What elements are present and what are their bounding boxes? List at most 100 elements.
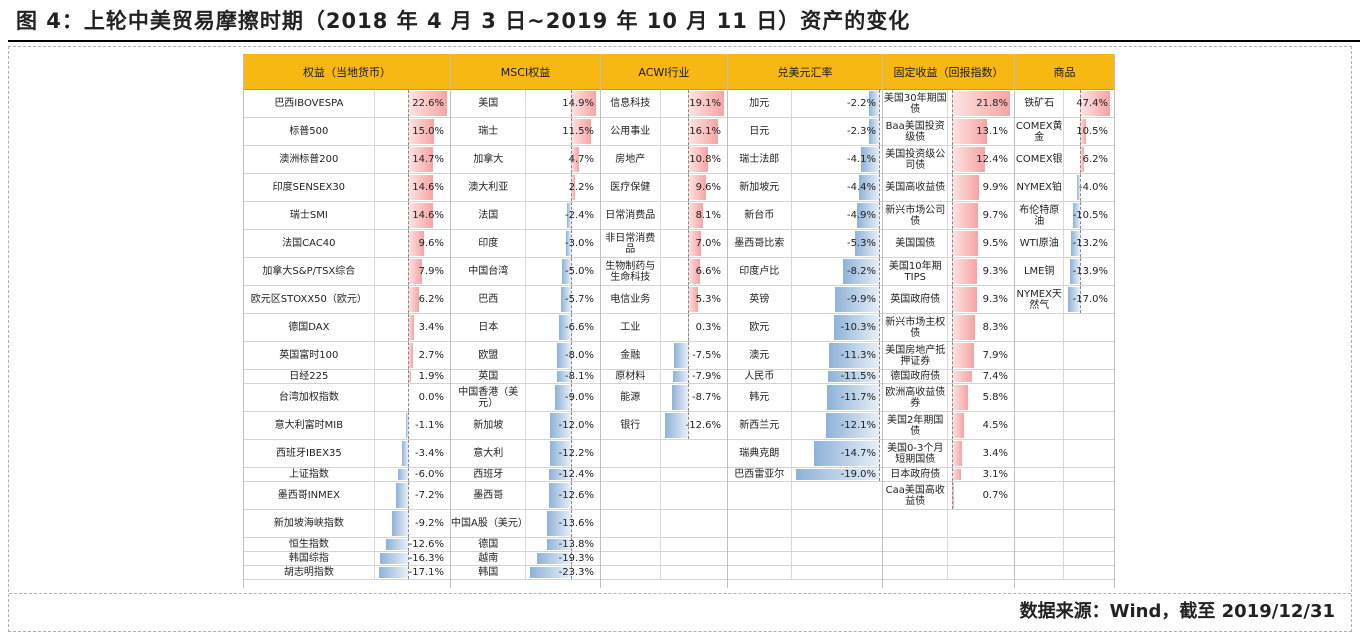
asset-value: -17.0% [1072,294,1108,305]
asset-value: 2.2% [568,182,594,193]
asset-value-cell: 19.1% [661,90,727,117]
asset-value-cell: 22.6% [375,90,450,117]
negative-bar [402,441,408,466]
asset-value: 6.2% [1082,154,1108,165]
asset-name: 医疗保健 [601,174,661,201]
negative-bar [795,469,879,480]
negative-bar [562,259,571,284]
zero-axis [952,412,954,439]
table-row: 新西兰元 -12.1% [728,412,882,440]
table-row: 巴西雷亚尔 -19.0% [728,468,882,482]
zero-axis [1079,90,1081,117]
zero-axis [952,146,954,173]
asset-name: LME铜 [1015,258,1065,285]
asset-value: -3.0% [564,238,594,249]
asset-name: 美国 [451,90,527,117]
asset-value-cell [661,510,727,537]
asset-value: 7.4% [982,371,1008,382]
zero-axis [952,118,954,145]
positive-bar [407,147,434,172]
asset-name: 意大利富时MIB [244,412,375,439]
table-row: 墨西哥 -12.6% [451,482,600,510]
asset-value-cell [1064,370,1114,383]
column-header: 固定收益（回报指数） [883,54,1014,90]
positive-bar [687,231,701,256]
negative-bar [859,175,879,200]
positive-bar [952,385,968,410]
negative-bar [829,343,879,368]
asset-value-cell: -11.7% [792,384,882,411]
asset-name: 澳元 [728,342,792,369]
table-row [601,440,727,468]
zero-axis [952,314,954,341]
table-column: 权益（当地货币） 巴西IBOVESPA 22.6% 标普500 15.0% 澳洲标普200… [243,54,451,588]
asset-name: 银行 [601,412,661,439]
positive-bar [952,441,962,466]
negative-bar [835,287,879,312]
positive-bar [570,147,579,172]
asset-value-cell [661,440,727,467]
asset-name: 中国A股（美元） [451,510,527,537]
asset-name: 胡志明指数 [244,566,375,579]
zero-axis [687,202,689,229]
zero-axis [407,118,409,145]
asset-value: -10.5% [1072,210,1108,221]
column-rows: 美国30年期国债 21.8% Baa美国投资级债 13.1% 美国投资级公司债 12.4%… [883,90,1014,580]
negative-bar [566,203,571,228]
positive-bar [407,91,447,116]
asset-value-cell [661,468,727,481]
asset-name: 墨西哥INMEX [244,482,375,509]
table-row: 加元 -2.2% [728,90,882,118]
table-column: MSCI权益 美国 14.9% 瑞士 11.5% 加拿大 4.7% 澳大利亚 2.2% 法国 -2.… [451,54,601,588]
table-row: Baa美国投资级债 13.1% [883,118,1014,146]
zero-axis [687,370,689,383]
asset-name [1015,566,1065,579]
asset-name: Caa美国高收益债 [883,482,949,509]
table-row: 墨西哥比索 -5.3% [728,230,882,258]
table-row [883,566,1014,580]
asset-name: 欧元区STOXX50（欧元） [244,286,375,313]
table-row: 日常消费品 8.1% [601,202,727,230]
negative-bar [549,413,571,438]
asset-value-cell: -13.9% [1064,258,1114,285]
asset-value-cell: -7.9% [661,370,727,383]
table-row: 日元 -2.3% [728,118,882,146]
asset-name: 西班牙IBEX35 [244,440,375,467]
table-row: 加拿大S&P/TSX综合 7.9% [244,258,450,286]
asset-name: 欧元 [728,314,792,341]
table-row: 原材料 -7.9% [601,370,727,384]
frame-divider [9,593,1351,594]
asset-value: -8.7% [691,392,721,403]
asset-value-cell [792,566,882,579]
asset-name: 法国CAC40 [244,230,375,257]
asset-name [1015,314,1065,341]
zero-axis [878,230,880,257]
asset-value: -4.1% [846,154,876,165]
asset-value-cell [792,552,882,565]
zero-axis [687,174,689,201]
asset-value: -12.2% [558,448,594,459]
positive-bar [407,259,422,284]
table-row: 英国富时100 2.7% [244,342,450,370]
zero-axis [570,412,572,439]
positive-bar [407,231,425,256]
positive-bar [952,287,978,312]
asset-value: 14.6% [412,182,444,193]
negative-bar [397,469,408,480]
asset-name: 美国房地产抵押证券 [883,342,949,369]
negative-bar [546,539,571,550]
asset-name: 英国政府债 [883,286,949,313]
table-row: 澳洲标普200 14.7% [244,146,450,174]
column-header: 商品 [1015,54,1114,90]
asset-name [728,510,792,537]
asset-value: -2.4% [564,210,594,221]
asset-value-cell: -4.0% [1064,174,1114,201]
asset-value-cell [1064,384,1114,411]
asset-value: 16.1% [689,126,721,137]
asset-name [601,566,661,579]
asset-name: 韩国综指 [244,552,375,565]
positive-bar [952,175,979,200]
asset-value-cell: -16.3% [375,552,450,565]
table-row: 韩元 -11.7% [728,384,882,412]
asset-name: 法国 [451,202,527,229]
